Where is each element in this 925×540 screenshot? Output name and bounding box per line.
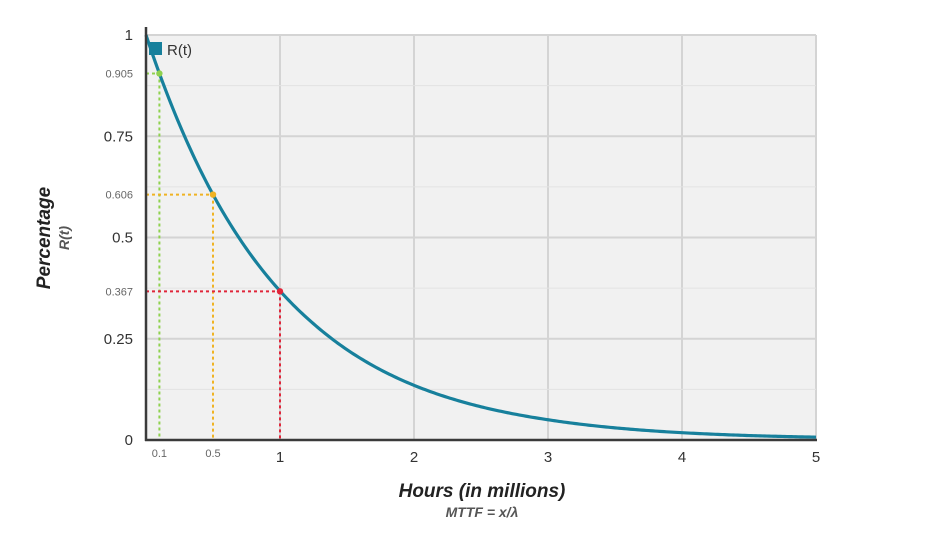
y-tick-label: 0.75 bbox=[104, 128, 133, 145]
x-tick-label-minor: 0.1 bbox=[152, 448, 167, 460]
y-axis-subtitle: R(t) bbox=[56, 226, 72, 250]
y-axis-title: Percentage bbox=[34, 186, 55, 289]
y-tick-label: 1 bbox=[125, 27, 133, 44]
legend-label: R(t) bbox=[167, 42, 192, 59]
annotation-points bbox=[156, 70, 284, 295]
x-tick-label: 4 bbox=[678, 449, 686, 466]
x-tick-label: 2 bbox=[410, 449, 418, 466]
axes bbox=[144, 27, 817, 442]
annotation-point bbox=[276, 288, 284, 295]
y-tick-labels: 0 0.25 0.5 0.75 1 0.905 0.606 0.367 bbox=[104, 27, 133, 449]
x-tick-label: 1 bbox=[276, 449, 284, 466]
x-tick-label: 3 bbox=[544, 449, 552, 466]
x-axis-subtitle: MTTF = x/λ bbox=[446, 504, 519, 520]
x-tick-label: 5 bbox=[812, 449, 820, 466]
y-tick-label-minor: 0.367 bbox=[105, 286, 133, 298]
y-tick-label-minor: 0.905 bbox=[105, 68, 133, 80]
y-tick-label: 0.5 bbox=[112, 230, 133, 247]
reliability-curve bbox=[144, 34, 817, 439]
y-tick-label: 0 bbox=[125, 432, 133, 449]
annotation-point bbox=[209, 191, 217, 198]
y-tick-label-minor: 0.606 bbox=[105, 190, 133, 202]
y-tick-label: 0.25 bbox=[104, 331, 133, 348]
x-tick-labels: 1 2 3 4 5 0.1 0.5 bbox=[152, 448, 820, 466]
x-tick-label-minor: 0.5 bbox=[205, 448, 220, 460]
x-axis-title: Hours (in millions) bbox=[399, 481, 566, 502]
guide-lines bbox=[146, 72, 281, 440]
grid bbox=[146, 34, 817, 441]
annotation-point bbox=[156, 70, 163, 77]
legend-swatch bbox=[149, 42, 162, 55]
legend: R(t) bbox=[149, 42, 192, 59]
